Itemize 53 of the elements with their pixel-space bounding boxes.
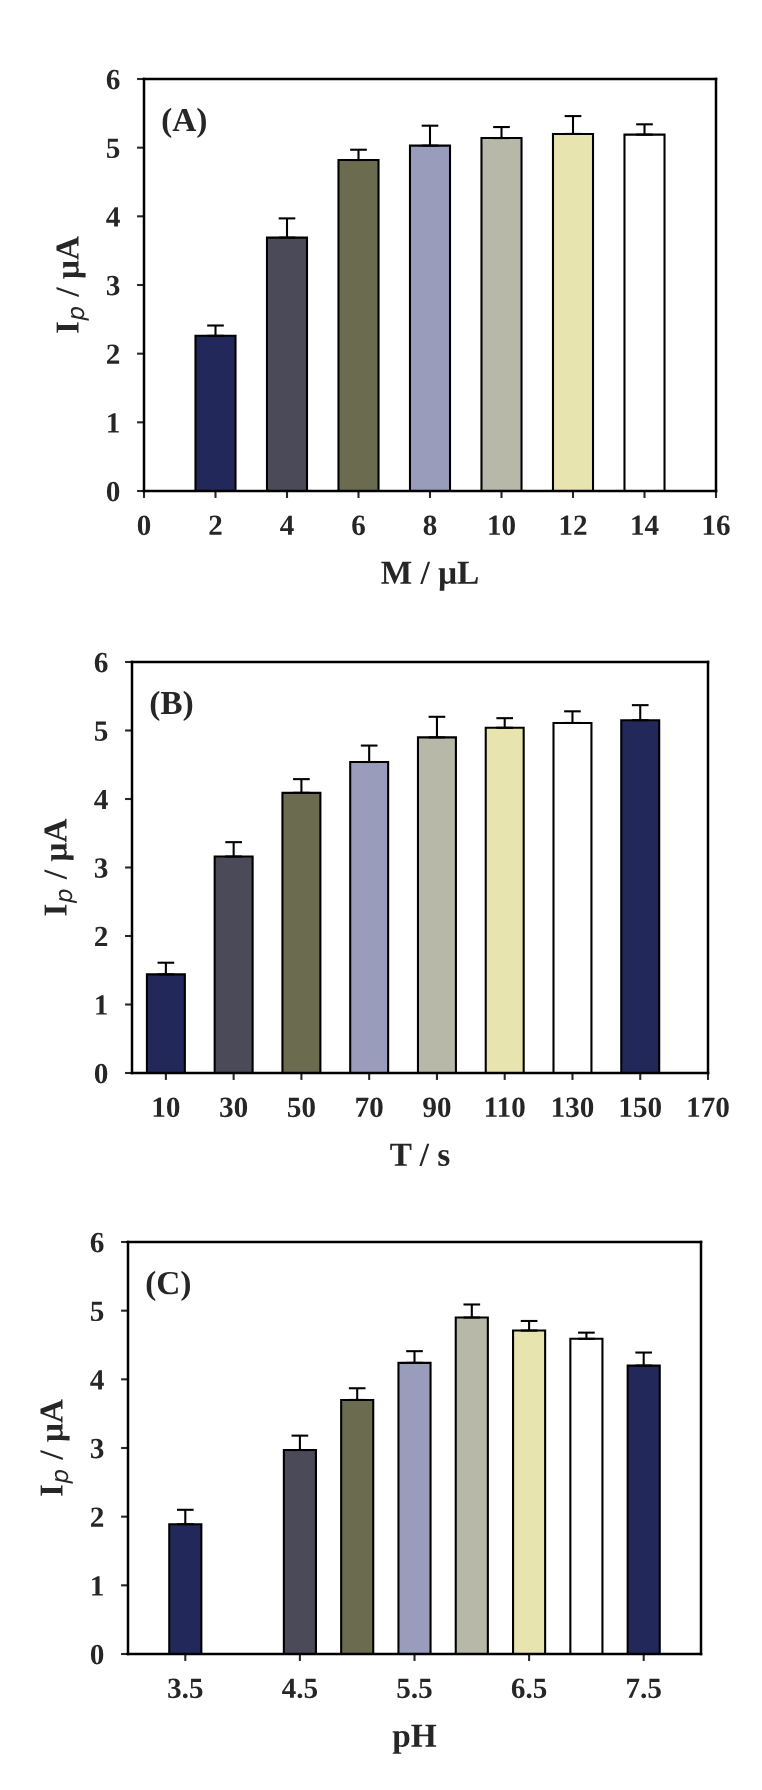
y-tick-label: 0 <box>106 481 120 502</box>
x-tick-label: 16 <box>703 515 730 536</box>
y-tick-label: 2 <box>91 1507 104 1527</box>
x-tick-label: 7.5 <box>627 1678 661 1699</box>
x-tick-label: 70 <box>356 1097 383 1118</box>
y-tick-label: 0 <box>94 1063 108 1084</box>
x-tick-label: 5.5 <box>397 1678 432 1699</box>
x-tick-label: 2 <box>209 515 222 535</box>
y-axis-title: I$_{p}$ / μA <box>44 818 77 916</box>
y-tick-label: 3 <box>106 275 120 296</box>
x-tick-label: 150 <box>620 1097 661 1118</box>
x-tick-label: 8 <box>423 515 437 536</box>
y-tick-label: 3 <box>90 1438 104 1459</box>
x-tick-label: 6.5 <box>511 1678 547 1699</box>
y-axis-title: I$_{p}$ / μA <box>40 1399 73 1496</box>
y-tick-label: 3 <box>94 858 108 878</box>
y-tick-label: 1 <box>92 1576 103 1596</box>
x-tick-label: 3.5 <box>168 1678 203 1699</box>
x-axis-title: pH <box>392 1724 437 1754</box>
y-tick-label: 0 <box>90 1644 104 1665</box>
x-axis-title: T / s <box>390 1143 450 1166</box>
x-tick-label: 12 <box>560 515 587 535</box>
y-tick-label: 1 <box>108 413 119 433</box>
x-tick-label: 30 <box>220 1097 248 1118</box>
x-tick-label: 110 <box>485 1097 525 1118</box>
y-tick-label: 1 <box>96 995 107 1015</box>
x-tick-label: 10 <box>153 1097 180 1118</box>
y-tick-label: 5 <box>94 721 108 741</box>
annotation: (B) <box>150 690 193 721</box>
x-tick-label: 50 <box>288 1097 315 1118</box>
y-tick-label: 6 <box>106 69 120 90</box>
y-tick-label: 6 <box>94 652 108 673</box>
x-tick-label: 4.5 <box>282 1678 318 1699</box>
x-tick-label: 6 <box>352 515 365 536</box>
y-axis-title: I$_{p}$ / μA <box>56 236 89 333</box>
y-tick-label: 5 <box>106 138 120 159</box>
x-axis-title: M / μL <box>381 561 478 591</box>
x-tick-label: 90 <box>423 1097 451 1118</box>
y-tick-label: 4 <box>94 789 108 810</box>
x-tick-label: 0 <box>137 515 151 536</box>
y-tick-label: 2 <box>107 344 120 364</box>
y-tick-label: 5 <box>90 1301 104 1322</box>
x-tick-label: 170 <box>688 1097 729 1118</box>
x-tick-label: 4 <box>280 515 294 535</box>
y-tick-label: 6 <box>90 1232 104 1253</box>
x-tick-label: 10 <box>489 515 515 536</box>
annotation: (C) <box>146 1270 190 1302</box>
x-tick-label: 14 <box>632 515 659 535</box>
y-tick-label: 4 <box>106 207 120 227</box>
annotation: (A) <box>162 107 206 139</box>
x-tick-label: 130 <box>552 1097 594 1118</box>
y-tick-label: 4 <box>90 1370 104 1390</box>
y-tick-label: 2 <box>95 926 108 947</box>
